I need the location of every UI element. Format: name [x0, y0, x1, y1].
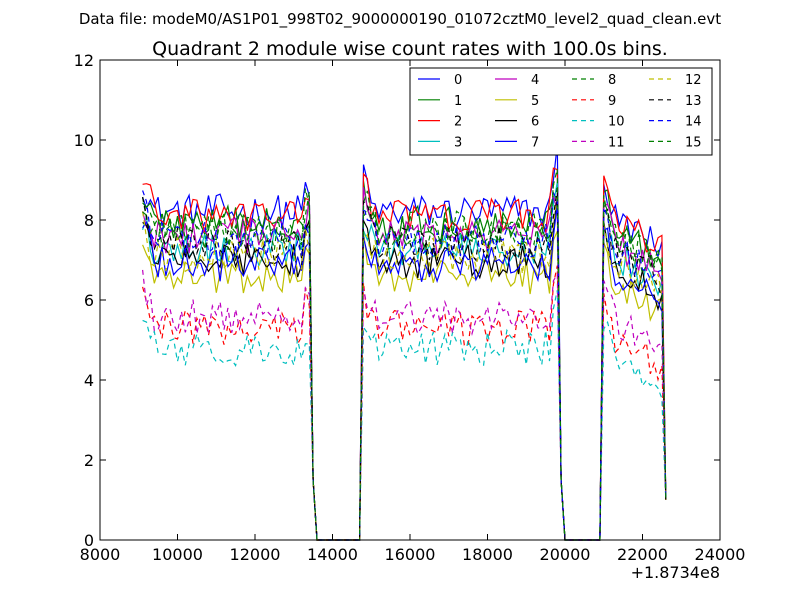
legend-label-13: 13: [685, 94, 702, 109]
legend-label-14: 14: [685, 115, 702, 130]
x-tick-label: 18000: [462, 545, 513, 564]
plot-lines: [142, 144, 667, 541]
legend-label-7: 7: [531, 135, 539, 150]
legend-label-15: 15: [685, 135, 702, 150]
y-tick-label: 0: [84, 531, 94, 550]
legend-label-5: 5: [531, 94, 539, 109]
x-tick-label: 10000: [152, 545, 203, 564]
x-tick-label: 12000: [230, 545, 281, 564]
series-line-8: [142, 182, 667, 541]
y-tick-label: 2: [84, 451, 94, 470]
x-tick-label: 24000: [695, 545, 746, 564]
y-tick-label: 4: [84, 371, 94, 390]
legend-label-6: 6: [531, 115, 539, 130]
x-tick-label: 8000: [80, 545, 121, 564]
x-tick-label: 16000: [385, 545, 436, 564]
legend-label-11: 11: [608, 135, 625, 150]
legend-label-4: 4: [531, 73, 539, 88]
figure-suptitle: Data file: modeM0/AS1P01_998T02_90000001…: [79, 10, 721, 29]
series-line-15: [142, 168, 667, 541]
legend-label-3: 3: [454, 135, 462, 150]
legend-label-0: 0: [454, 73, 462, 88]
x-tick-label: 22000: [617, 545, 668, 564]
x-offset-label: +1.8734e8: [631, 563, 720, 582]
series-line-0: [142, 144, 667, 541]
series-line-10: [142, 290, 667, 541]
y-tick-label: 10: [74, 131, 94, 150]
y-tick-label: 12: [74, 51, 94, 70]
series-line-11: [142, 269, 667, 541]
legend-box: [409, 67, 713, 156]
chart-title: Quadrant 2 module wise count rates with …: [152, 38, 668, 60]
legend-label-9: 9: [608, 94, 616, 109]
legend-label-10: 10: [608, 115, 625, 130]
x-axis: 8000 10000 12000 14000 16000 18000 20000 22000 2…: [80, 60, 746, 564]
legend-label-1: 1: [454, 94, 462, 109]
legend-label-12: 12: [685, 73, 702, 88]
x-tick-label: 14000: [307, 545, 358, 564]
x-tick-label: 20000: [540, 545, 591, 564]
y-tick-label: 6: [84, 291, 94, 310]
legend-label-8: 8: [608, 73, 616, 88]
y-tick-label: 8: [84, 211, 94, 230]
legend-label-2: 2: [454, 115, 462, 130]
series-line-14: [142, 190, 667, 541]
